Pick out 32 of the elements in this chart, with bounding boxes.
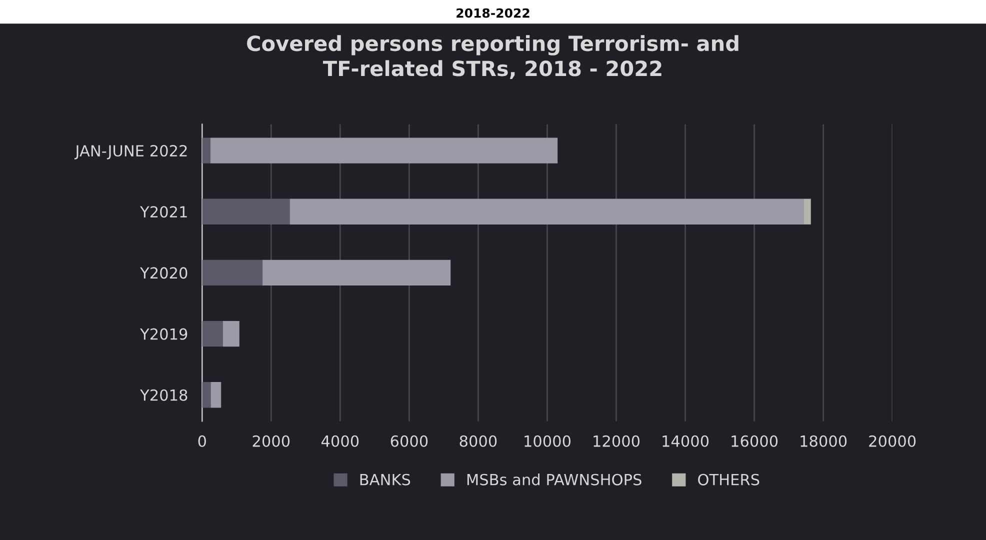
y-tick-label: Y2020 [140,267,188,279]
x-tick-label: 16000 [732,435,778,447]
bar [202,138,210,164]
bar [804,198,811,224]
bar [202,260,263,286]
x-tick-label: 12000 [594,435,640,447]
chart-title: Covered persons reporting Terrorism- and TF-related STRs, 2018 - 2022 [247,35,738,79]
bar [202,320,223,347]
y-tick-label: Y2019 [140,328,188,340]
x-tick-label: 8000 [460,435,497,447]
text: 2018-2022 [456,8,530,18]
bar [202,198,290,224]
y-tick-label: JAN-JUNE 2022 [74,144,187,160]
x-tick-label: 10000 [524,435,571,447]
x-tick-label: 18000 [800,435,847,447]
legend-label: MSBs and PAWNSHOPS [467,474,642,486]
x-tick-label: 20000 [869,435,916,447]
bar [210,382,222,408]
x-tick-label: 6000 [390,435,428,447]
x-tick-label: 0 [198,435,206,447]
bar [262,260,451,286]
bar [202,382,211,408]
x-tick-label: 2000 [252,435,290,447]
legend-label: OTHERS [698,474,760,486]
y-tick-label: Y2018 [140,389,188,401]
x-tick-label: 14000 [662,435,709,447]
bar [290,198,804,224]
y-tick-label: Y2021 [140,206,187,218]
x-tick-label: 4000 [321,435,359,447]
bar [210,138,558,164]
legend-label: BANKS [360,474,410,486]
bar [222,320,240,347]
